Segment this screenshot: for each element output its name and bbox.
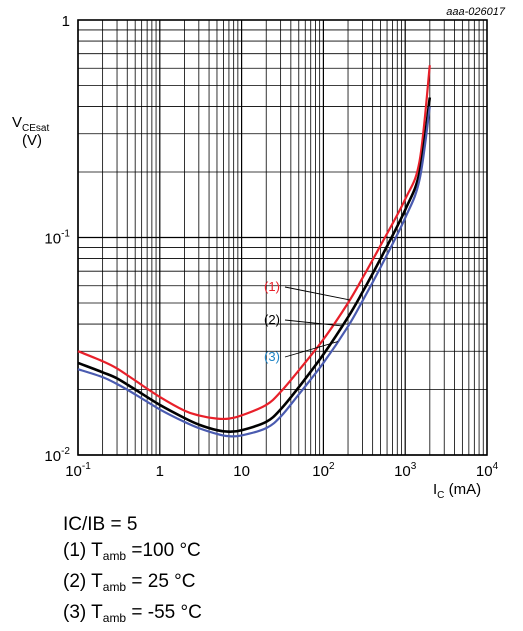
y-axis-unit: (V) bbox=[22, 132, 42, 149]
x-tick-label: 102 bbox=[312, 461, 335, 480]
caption-series-3: (3) Tamb = -55 °C bbox=[63, 600, 202, 631]
x-tick-label: 104 bbox=[476, 461, 499, 480]
caption: IC/IB = 5 (1) Tamb =100 °C (2) Tamb = 25… bbox=[63, 512, 202, 631]
figure-reference: aaa-026017 bbox=[446, 6, 506, 18]
series-1-label: (1) bbox=[264, 279, 280, 294]
series-2-line bbox=[78, 98, 430, 432]
series-1-line bbox=[78, 65, 430, 419]
x-tick-label: 10 bbox=[233, 463, 250, 480]
x-tick-label: 103 bbox=[394, 461, 417, 480]
series-3-label: (3) bbox=[264, 349, 280, 364]
y-tick-label: 1 bbox=[62, 13, 70, 30]
caption-series-1: (1) Tamb =100 °C bbox=[63, 538, 202, 569]
series-2-label: (2) bbox=[264, 312, 280, 327]
caption-series-2: (2) Tamb = 25 °C bbox=[63, 569, 202, 600]
x-axis-label: IC (mA) bbox=[433, 481, 481, 500]
curves bbox=[78, 65, 430, 436]
series-1-leader bbox=[285, 287, 350, 300]
x-tick-label: 1 bbox=[156, 463, 164, 480]
x-tick-label: 10-1 bbox=[65, 461, 91, 480]
y-axis-label: VCEsat bbox=[12, 114, 49, 134]
caption-ratio: IC/IB = 5 bbox=[63, 512, 202, 538]
y-tick-label: 10-1 bbox=[44, 229, 70, 248]
